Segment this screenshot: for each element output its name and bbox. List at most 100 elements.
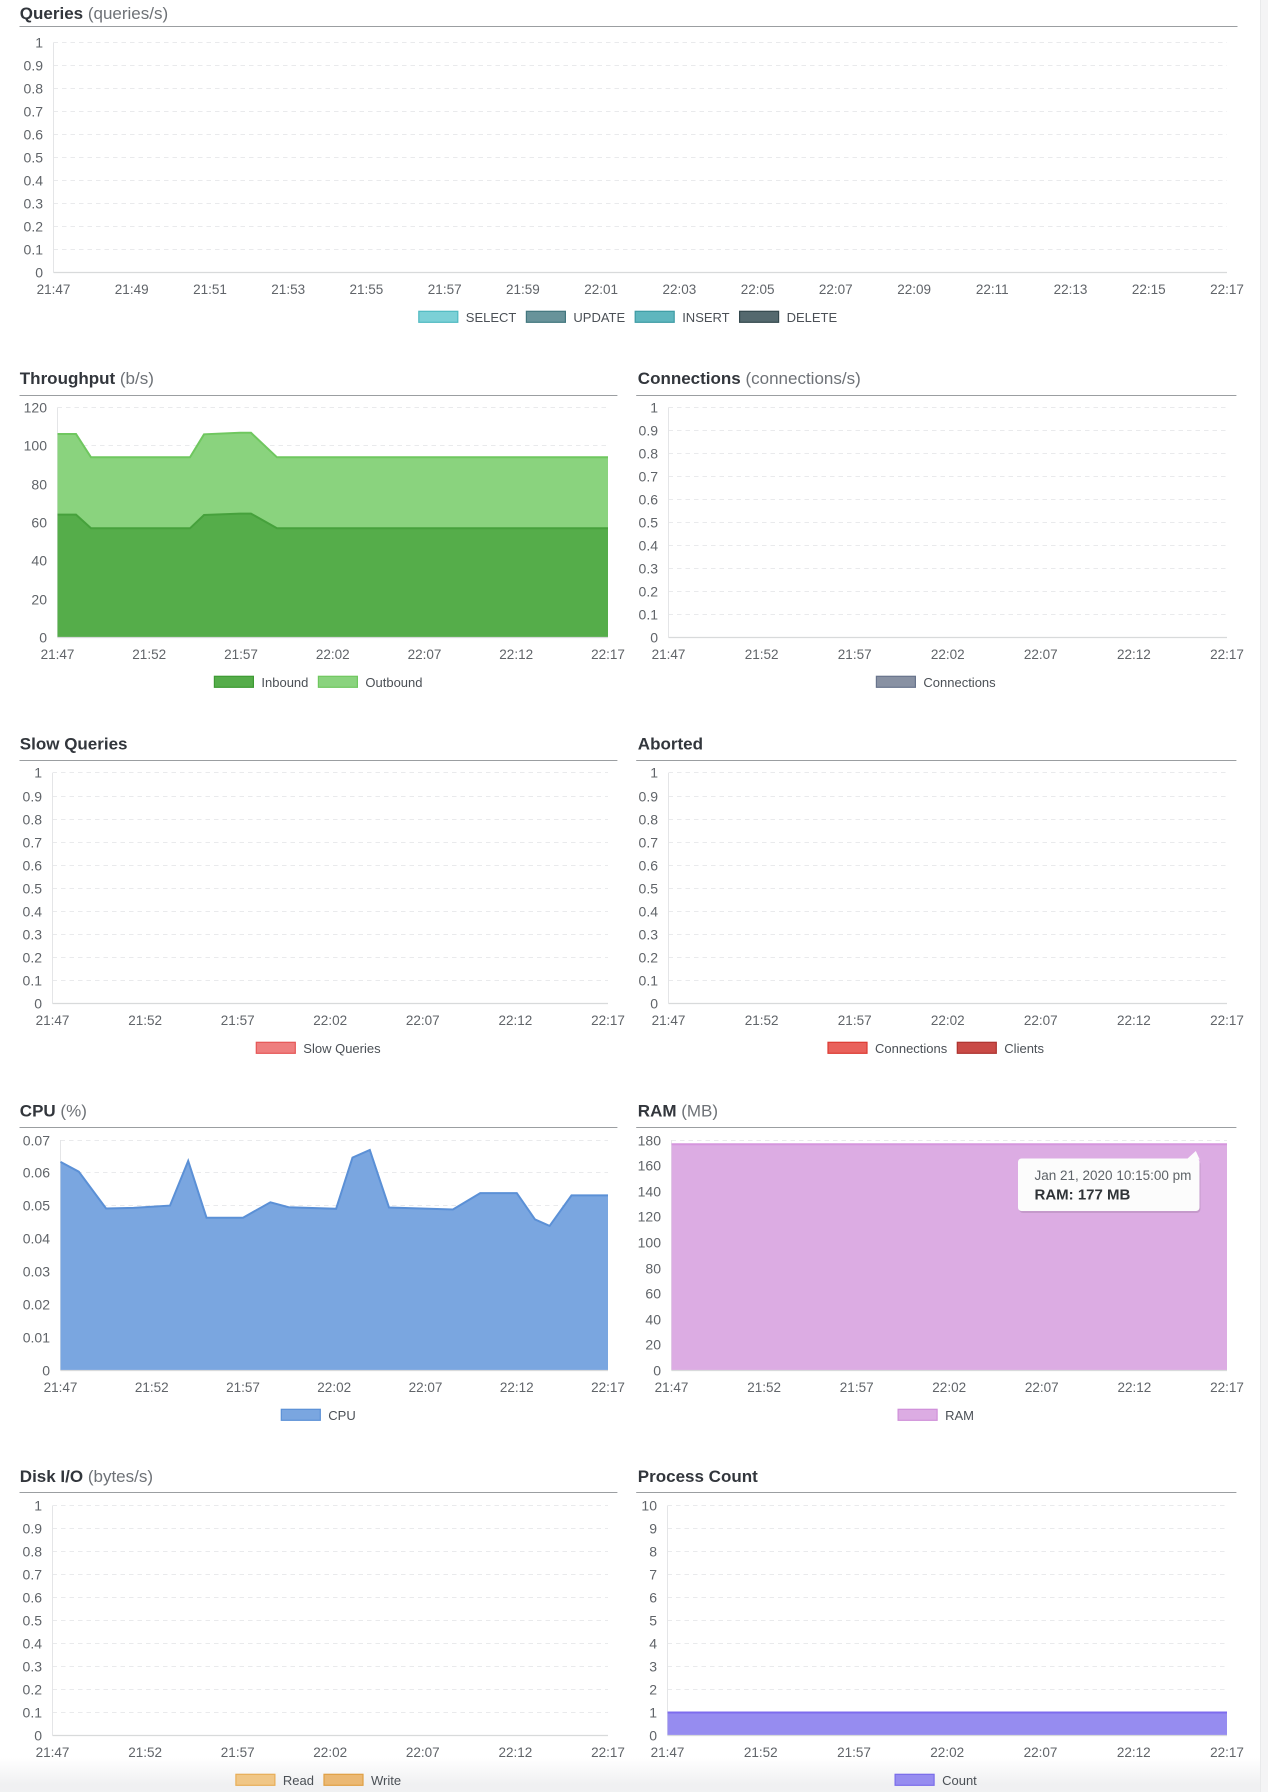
svg-text:0.5: 0.5 xyxy=(639,881,659,897)
svg-text:21:57: 21:57 xyxy=(226,1380,260,1395)
svg-text:0.1: 0.1 xyxy=(24,242,44,258)
svg-text:Write: Write xyxy=(371,1773,401,1788)
svg-text:0.6: 0.6 xyxy=(23,1590,43,1606)
svg-text:0.8: 0.8 xyxy=(639,812,659,828)
svg-text:0.2: 0.2 xyxy=(23,950,43,966)
svg-text:0.3: 0.3 xyxy=(639,561,659,577)
svg-text:DELETE: DELETE xyxy=(787,310,838,325)
svg-text:22:03: 22:03 xyxy=(663,282,697,297)
svg-text:0.9: 0.9 xyxy=(23,1521,43,1537)
svg-text:21:47: 21:47 xyxy=(655,1380,689,1395)
svg-text:0.5: 0.5 xyxy=(23,1613,43,1629)
svg-text:Throughput (b/s): Throughput (b/s) xyxy=(20,369,154,388)
svg-text:21:52: 21:52 xyxy=(128,1745,162,1760)
svg-text:21:52: 21:52 xyxy=(135,1380,169,1395)
svg-text:Disk I/O (bytes/s): Disk I/O (bytes/s) xyxy=(20,1467,153,1486)
svg-text:RAM: RAM xyxy=(945,1408,974,1423)
svg-text:0: 0 xyxy=(650,996,658,1012)
svg-text:22:01: 22:01 xyxy=(584,282,618,297)
svg-text:22:12: 22:12 xyxy=(500,1380,534,1395)
svg-text:RAM: 177 MB: RAM: 177 MB xyxy=(1035,1187,1131,1204)
svg-text:21:47: 21:47 xyxy=(652,1013,686,1028)
svg-text:0.9: 0.9 xyxy=(639,789,659,805)
svg-text:22:12: 22:12 xyxy=(499,1013,533,1028)
svg-text:22:07: 22:07 xyxy=(406,1745,440,1760)
svg-text:0.1: 0.1 xyxy=(639,973,659,989)
svg-text:21:52: 21:52 xyxy=(745,1013,779,1028)
svg-text:21:57: 21:57 xyxy=(840,1380,874,1395)
svg-text:4: 4 xyxy=(649,1636,657,1652)
svg-text:0: 0 xyxy=(42,1363,50,1379)
svg-text:Connections: Connections xyxy=(875,1041,948,1056)
svg-text:21:57: 21:57 xyxy=(221,1745,255,1760)
svg-text:21:51: 21:51 xyxy=(193,282,227,297)
svg-text:Read: Read xyxy=(283,1773,314,1788)
svg-text:21:52: 21:52 xyxy=(128,1013,162,1028)
svg-text:1: 1 xyxy=(35,35,43,51)
svg-text:0.3: 0.3 xyxy=(23,1659,43,1675)
svg-text:22:07: 22:07 xyxy=(409,1380,443,1395)
svg-text:1: 1 xyxy=(649,1705,657,1721)
svg-text:0.04: 0.04 xyxy=(23,1231,50,1247)
svg-text:0.02: 0.02 xyxy=(23,1297,50,1313)
svg-text:22:07: 22:07 xyxy=(1024,1745,1058,1760)
svg-text:21:57: 21:57 xyxy=(837,1745,871,1760)
svg-text:SELECT: SELECT xyxy=(466,310,517,325)
svg-text:0.4: 0.4 xyxy=(639,904,659,920)
svg-text:22:07: 22:07 xyxy=(1024,1013,1058,1028)
svg-text:22:07: 22:07 xyxy=(819,282,853,297)
svg-text:60: 60 xyxy=(31,515,47,531)
svg-text:80: 80 xyxy=(31,477,47,493)
svg-text:22:02: 22:02 xyxy=(317,1380,351,1395)
svg-text:0.7: 0.7 xyxy=(24,104,44,120)
svg-text:1: 1 xyxy=(650,400,658,416)
svg-text:Slow Queries: Slow Queries xyxy=(303,1041,381,1056)
svg-text:22:17: 22:17 xyxy=(591,1380,625,1395)
svg-text:0.2: 0.2 xyxy=(24,219,44,235)
svg-text:UPDATE: UPDATE xyxy=(573,310,625,325)
svg-text:Inbound: Inbound xyxy=(261,675,308,690)
svg-text:21:49: 21:49 xyxy=(115,282,149,297)
svg-text:21:52: 21:52 xyxy=(744,1745,778,1760)
svg-text:80: 80 xyxy=(645,1261,661,1277)
svg-text:0: 0 xyxy=(35,265,43,281)
svg-text:21:47: 21:47 xyxy=(44,1380,78,1395)
svg-text:22:02: 22:02 xyxy=(931,1013,965,1028)
svg-text:0.6: 0.6 xyxy=(24,127,44,143)
svg-text:0.5: 0.5 xyxy=(23,881,43,897)
svg-text:1: 1 xyxy=(34,765,42,781)
svg-text:21:47: 21:47 xyxy=(651,1745,685,1760)
svg-text:Connections: Connections xyxy=(923,675,996,690)
svg-text:100: 100 xyxy=(638,1235,662,1251)
svg-text:20: 20 xyxy=(645,1337,661,1353)
svg-text:Count: Count xyxy=(942,1773,977,1788)
svg-text:0.4: 0.4 xyxy=(23,1636,43,1652)
svg-text:22:12: 22:12 xyxy=(499,647,533,662)
svg-text:Jan 21, 2020 10:15:00 pm: Jan 21, 2020 10:15:00 pm xyxy=(1035,1168,1192,1183)
svg-text:0.5: 0.5 xyxy=(24,150,44,166)
svg-text:22:17: 22:17 xyxy=(1210,282,1244,297)
svg-text:140: 140 xyxy=(638,1184,662,1200)
svg-text:22:17: 22:17 xyxy=(591,1013,625,1028)
svg-text:22:17: 22:17 xyxy=(1210,1745,1244,1760)
svg-text:21:47: 21:47 xyxy=(37,282,71,297)
svg-text:RAM (MB): RAM (MB) xyxy=(638,1101,718,1120)
svg-text:22:07: 22:07 xyxy=(408,647,442,662)
svg-text:Slow Queries: Slow Queries xyxy=(20,734,128,753)
svg-text:0.01: 0.01 xyxy=(23,1330,50,1346)
svg-text:22:17: 22:17 xyxy=(591,1745,625,1760)
svg-text:0: 0 xyxy=(650,630,658,646)
svg-text:0.6: 0.6 xyxy=(639,492,659,508)
svg-text:0.5: 0.5 xyxy=(639,515,659,531)
svg-text:0.06: 0.06 xyxy=(23,1165,50,1181)
svg-text:21:47: 21:47 xyxy=(652,647,686,662)
svg-text:6: 6 xyxy=(649,1590,657,1606)
svg-text:21:52: 21:52 xyxy=(747,1380,781,1395)
svg-text:0: 0 xyxy=(34,1728,42,1744)
svg-text:22:02: 22:02 xyxy=(931,647,965,662)
svg-text:21:52: 21:52 xyxy=(132,647,166,662)
svg-text:CPU: CPU xyxy=(328,1408,355,1423)
svg-text:21:57: 21:57 xyxy=(428,282,462,297)
svg-text:160: 160 xyxy=(638,1158,662,1174)
svg-text:20: 20 xyxy=(31,592,47,608)
